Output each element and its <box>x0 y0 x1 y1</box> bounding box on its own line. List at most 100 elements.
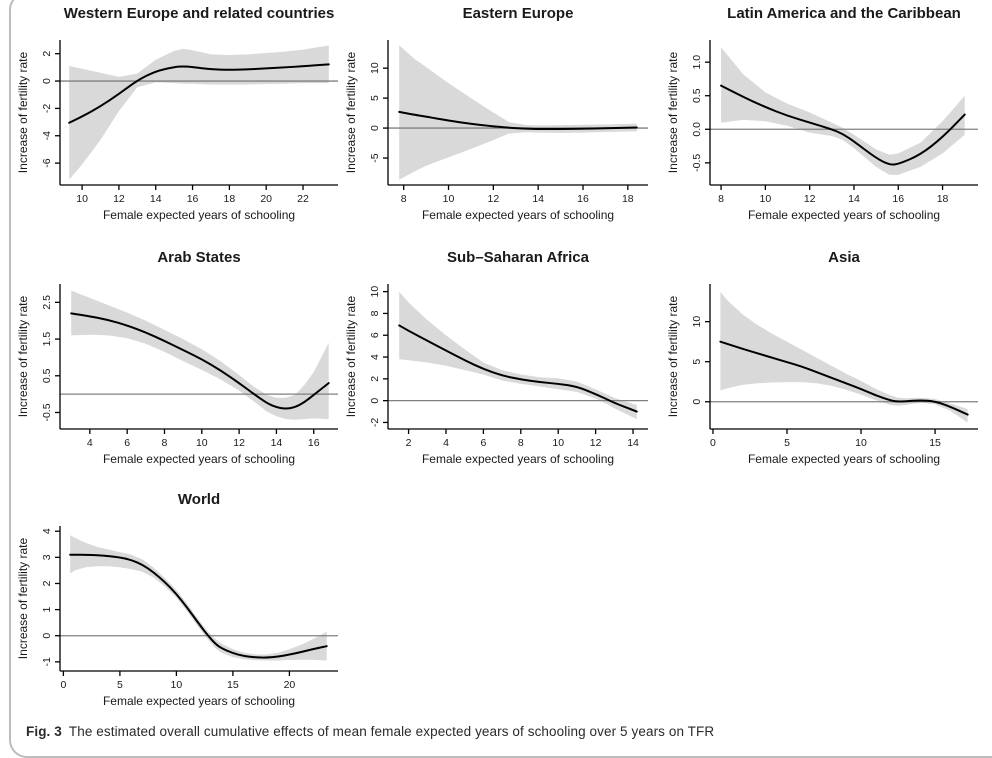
svg-text:8: 8 <box>718 193 724 205</box>
plot-world: 0 5 10 15 20 -1 0 1 2 3 4 Female expected years of … <box>16 526 338 708</box>
svg-text:4: 4 <box>87 437 93 449</box>
svg-text:22: 22 <box>297 193 309 205</box>
svg-text:12: 12 <box>113 193 125 205</box>
plot-western-europe: 10 12 14 16 18 20 22 -6 -4 -2 0 2 Female expected ye… <box>16 40 338 222</box>
svg-text:4: 4 <box>443 437 449 449</box>
svg-text:8: 8 <box>162 437 168 449</box>
svg-text:2: 2 <box>406 437 412 449</box>
svg-text:Increase of fertility rate: Increase of fertility rate <box>344 51 358 173</box>
svg-text:Increase of fertility rate: Increase of fertility rate <box>344 295 358 417</box>
svg-text:-0.5: -0.5 <box>691 154 703 172</box>
svg-text:8: 8 <box>518 437 524 449</box>
svg-text:16: 16 <box>308 437 320 449</box>
panel-title: Arab States <box>157 249 241 266</box>
plot-eastern-europe: 8 10 12 14 16 18 -5 0 5 10 Female expected years o… <box>344 40 648 222</box>
svg-text:14: 14 <box>150 193 162 205</box>
svg-text:Increase of fertility rate: Increase of fertility rate <box>16 537 30 659</box>
svg-text:5: 5 <box>784 437 790 449</box>
svg-text:12: 12 <box>233 437 245 449</box>
svg-text:-4: -4 <box>41 131 53 140</box>
svg-text:Female expected years of schoo: Female expected years of schooling <box>103 694 295 708</box>
panel-western-europe: Western Europe and related countries 10 1… <box>14 2 348 235</box>
svg-text:4: 4 <box>369 354 381 360</box>
svg-text:Female expected years of schoo: Female expected years of schooling <box>422 452 614 466</box>
svg-text:-0.5: -0.5 <box>41 403 53 421</box>
svg-text:14: 14 <box>848 193 860 205</box>
svg-text:3: 3 <box>41 554 53 560</box>
svg-text:6: 6 <box>124 437 130 449</box>
panel-title: Sub–Saharan Africa <box>447 249 589 266</box>
svg-text:12: 12 <box>488 193 500 205</box>
svg-text:1.5: 1.5 <box>41 332 53 347</box>
svg-text:5: 5 <box>691 359 703 365</box>
svg-text:Female expected years of schoo: Female expected years of schooling <box>103 452 295 466</box>
panel-title: Latin America and the Caribbean <box>727 5 961 22</box>
svg-text:6: 6 <box>369 332 381 338</box>
svg-text:0: 0 <box>710 437 716 449</box>
svg-text:0: 0 <box>369 398 381 404</box>
svg-text:Increase of fertility rate: Increase of fertility rate <box>16 51 30 173</box>
svg-text:Female expected years of schoo: Female expected years of schooling <box>422 208 614 222</box>
svg-text:8: 8 <box>401 193 407 205</box>
svg-text:Female expected years of schoo: Female expected years of schooling <box>748 452 940 466</box>
panel-title: World <box>177 491 221 508</box>
panel-sub-saharan-africa: Sub–Saharan Africa 2 4 6 8 10 12 14 -2 0 2 4 6 8 10 Fe… <box>342 246 658 479</box>
svg-text:20: 20 <box>284 679 296 691</box>
svg-text:10: 10 <box>171 679 183 691</box>
svg-text:18: 18 <box>937 193 949 205</box>
svg-text:14: 14 <box>271 437 283 449</box>
svg-text:10: 10 <box>552 437 564 449</box>
svg-text:18: 18 <box>622 193 634 205</box>
svg-text:8: 8 <box>369 310 381 316</box>
svg-text:2: 2 <box>41 51 53 57</box>
panel-world: World 0 5 10 15 20 -1 0 1 2 3 4 Female expected yea… <box>14 488 348 721</box>
svg-text:-2: -2 <box>41 104 53 113</box>
panel-arab-states: Arab States 4 6 8 10 12 14 16 -0.5 0.5 1.5 2.5 Fema… <box>14 246 348 479</box>
svg-text:-2: -2 <box>369 418 381 427</box>
svg-text:16: 16 <box>892 193 904 205</box>
svg-text:14: 14 <box>627 437 639 449</box>
panel-title: Asia <box>828 249 860 266</box>
svg-text:6: 6 <box>480 437 486 449</box>
svg-text:Increase of fertility rate: Increase of fertility rate <box>16 295 30 417</box>
svg-text:15: 15 <box>929 437 941 449</box>
svg-text:10: 10 <box>369 286 381 298</box>
figure-caption-label: Fig. 3 <box>26 724 62 739</box>
svg-text:0: 0 <box>41 633 53 639</box>
svg-text:10: 10 <box>855 437 867 449</box>
svg-text:4: 4 <box>41 528 53 534</box>
svg-text:2.5: 2.5 <box>41 295 53 310</box>
svg-text:1.0: 1.0 <box>691 55 703 70</box>
svg-text:-6: -6 <box>41 158 53 167</box>
svg-text:2: 2 <box>41 580 53 586</box>
plot-asia: 0 5 10 15 0 5 10 Female expected years of schoo… <box>666 284 978 466</box>
svg-text:-5: -5 <box>369 153 381 162</box>
svg-text:12: 12 <box>804 193 816 205</box>
figure-caption: Fig. 3 The estimated overall cumulative e… <box>26 724 976 739</box>
panel-latin-america: Latin America and the Caribbean 8 10 12 14 1… <box>664 2 988 235</box>
svg-text:12: 12 <box>590 437 602 449</box>
svg-text:10: 10 <box>369 62 381 74</box>
panel-title: Eastern Europe <box>462 5 574 22</box>
svg-text:10: 10 <box>196 437 208 449</box>
plot-arab-states: 4 6 8 10 12 14 16 -0.5 0.5 1.5 2.5 Female expected … <box>16 284 338 466</box>
svg-text:0.0: 0.0 <box>691 122 703 137</box>
svg-text:16: 16 <box>577 193 589 205</box>
svg-text:10: 10 <box>691 316 703 328</box>
svg-text:0.5: 0.5 <box>41 368 53 383</box>
svg-text:14: 14 <box>532 193 544 205</box>
svg-text:10: 10 <box>760 193 772 205</box>
svg-text:0.5: 0.5 <box>691 88 703 103</box>
svg-text:10: 10 <box>76 193 88 205</box>
svg-text:5: 5 <box>117 679 123 691</box>
svg-text:5: 5 <box>369 95 381 101</box>
panel-asia: Asia 0 5 10 15 0 5 10 Female expected years of … <box>664 246 988 479</box>
svg-text:-1: -1 <box>41 657 53 666</box>
svg-text:0: 0 <box>369 125 381 131</box>
svg-text:2: 2 <box>369 376 381 382</box>
plot-latin-america: 8 10 12 14 16 18 -0.5 0.0 0.5 1.0 Female expected … <box>666 40 978 222</box>
svg-text:1: 1 <box>41 607 53 613</box>
svg-text:18: 18 <box>224 193 236 205</box>
figure-caption-text: The estimated overall cumulative effects… <box>68 724 715 739</box>
svg-text:Increase of fertility rate: Increase of fertility rate <box>666 295 680 417</box>
